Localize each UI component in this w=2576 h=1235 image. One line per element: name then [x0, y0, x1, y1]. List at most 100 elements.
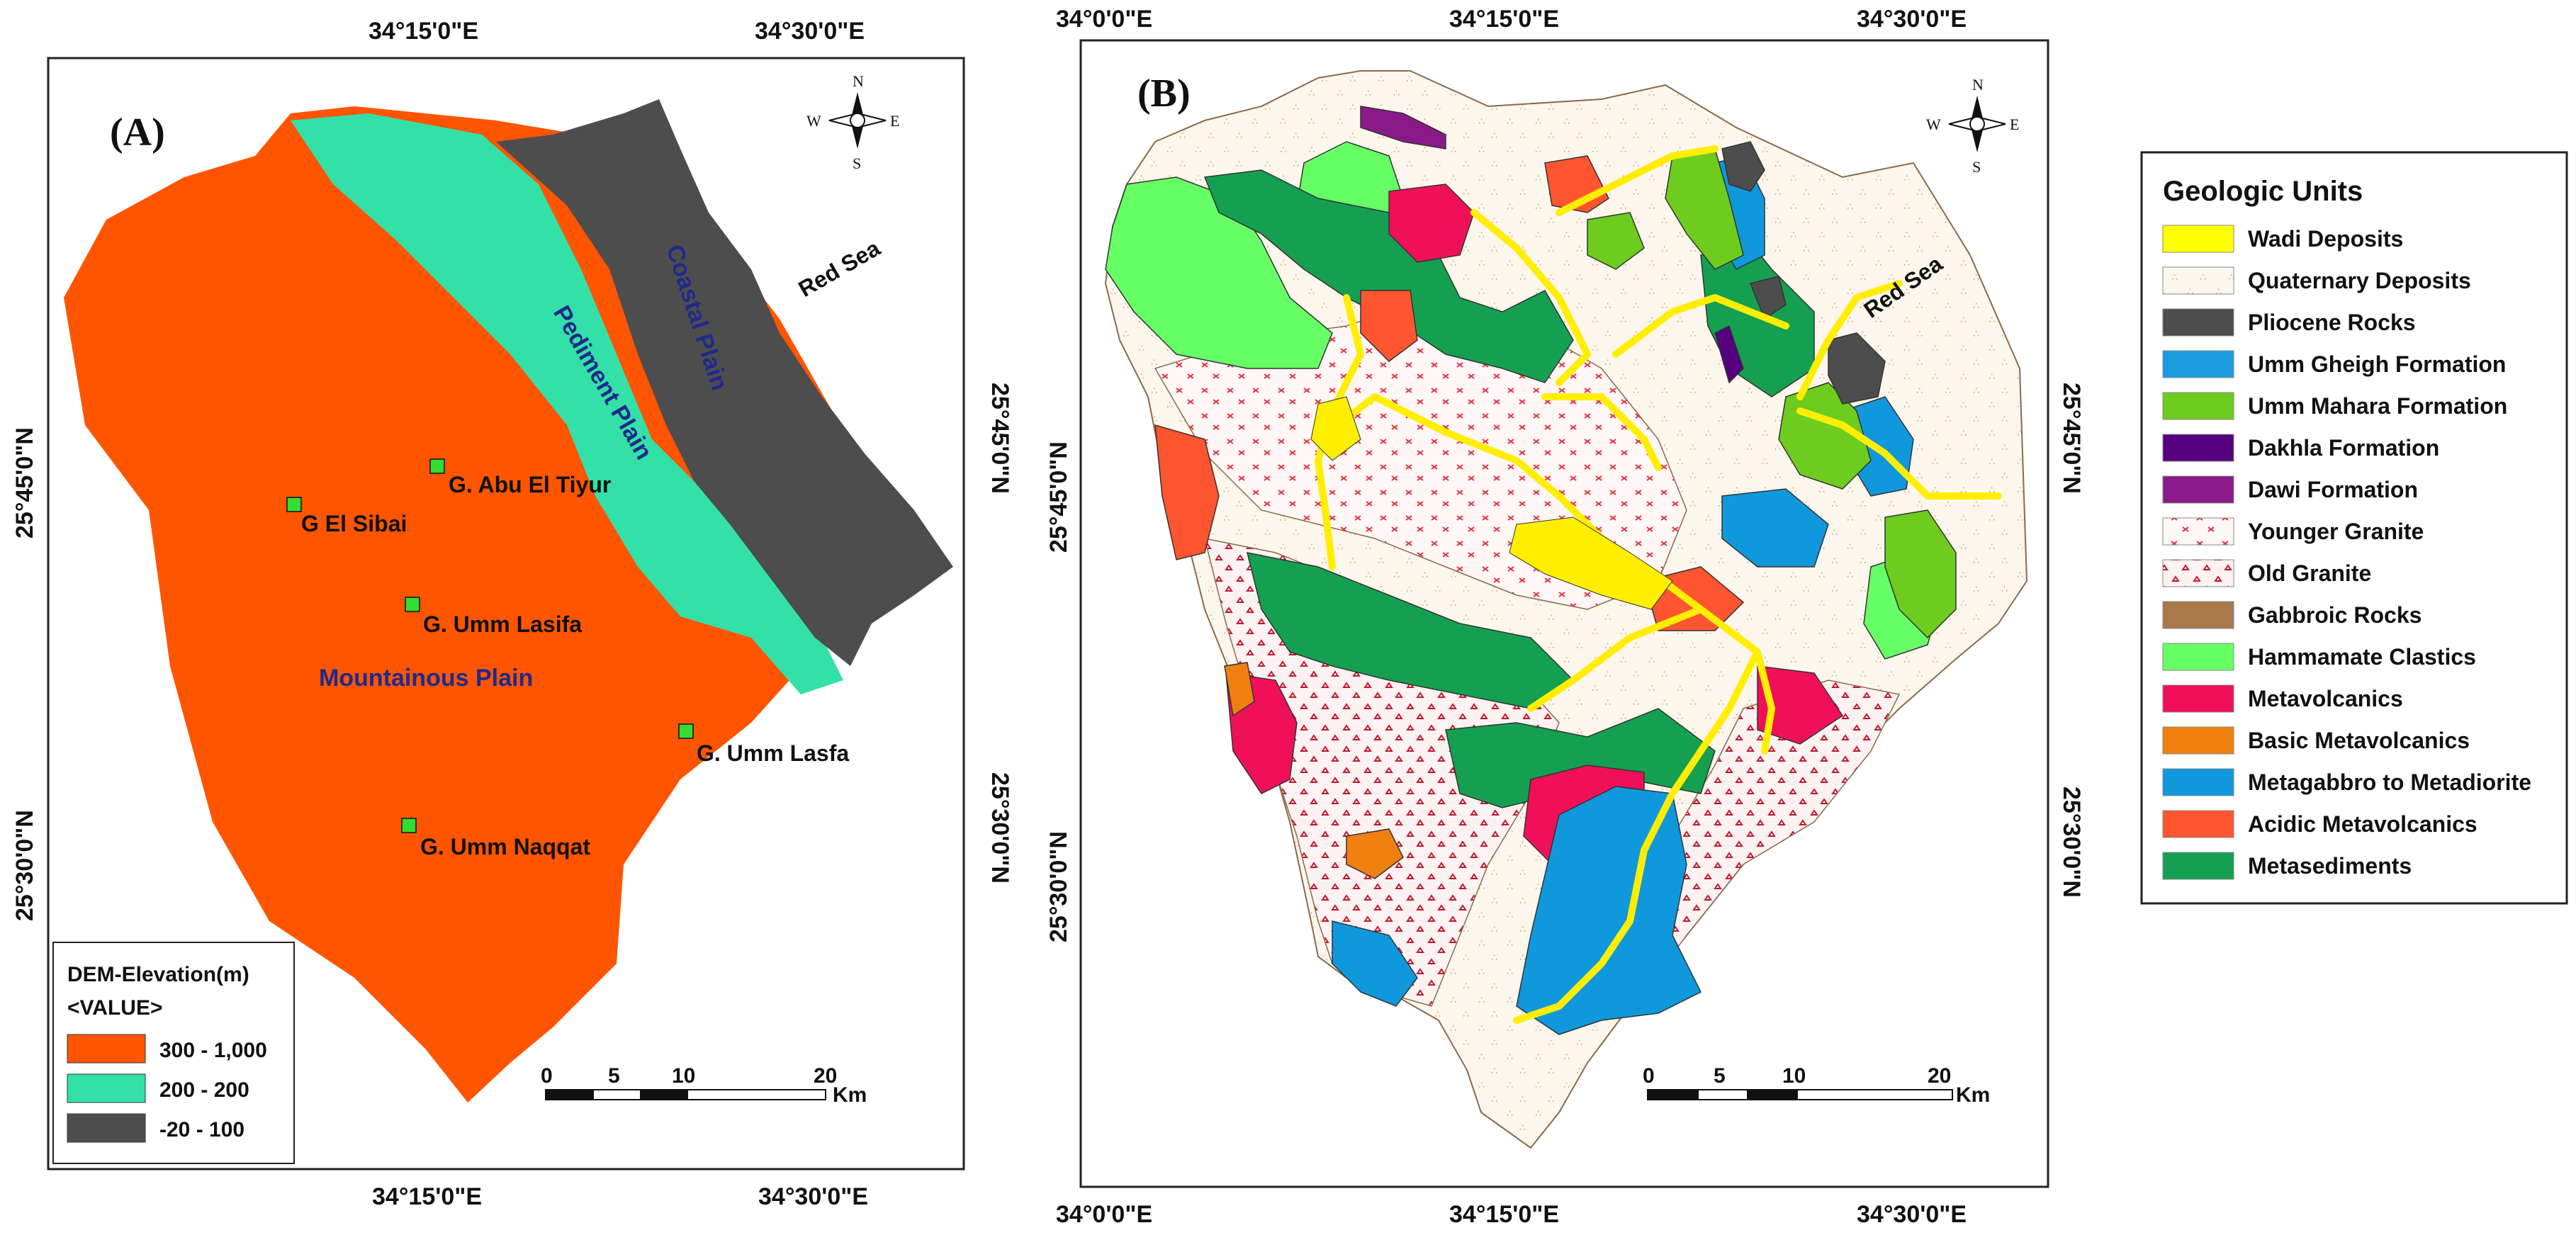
legend-swatch: [2162, 684, 2234, 713]
legend-label: Old Granite: [2248, 560, 2371, 586]
site-marker: [405, 597, 420, 612]
legend-label: Acidic Metavolcanics: [2248, 811, 2477, 837]
legend-swatch: [2162, 308, 2234, 337]
scale-unit: Km: [833, 1083, 867, 1107]
compass-n: N: [1972, 76, 1984, 94]
panel-b-label: (B): [1137, 72, 1191, 115]
legend-swatch: [2162, 475, 2234, 504]
site-label: G. Umm Naqqat: [420, 834, 590, 859]
unit-umm-mahara-3: [1884, 509, 1957, 639]
unit-metagabbro-2: [1332, 920, 1418, 1007]
legend-label: Metagabbro to Metadiorite: [2248, 769, 2531, 795]
scale-tick: 10: [1782, 1064, 1806, 1088]
legend-label: Umm Mahara Formation: [2248, 393, 2507, 419]
unit-metavolcanics: [1388, 184, 1475, 263]
dem-low-area: [496, 99, 953, 666]
legend-label: Younger Granite: [2248, 519, 2424, 544]
scale-bar-a: 0 5 10 20 Km: [541, 1064, 867, 1107]
unit-umm-mahara: [1665, 148, 1744, 270]
unit-metasediments-3: [1445, 708, 1716, 808]
tick-left: 25°45'0"N: [11, 427, 38, 538]
tick-top: 34°15'0"E: [1449, 6, 1559, 33]
compass-s: S: [853, 154, 861, 172]
dem-swatch-high: [67, 1034, 146, 1064]
site-marker: [401, 818, 417, 833]
unit-pliocene: [1721, 141, 1765, 192]
tick-right: 25°30'0"N: [2058, 786, 2085, 898]
unit-old-granite-se: [1629, 679, 1901, 993]
wadi-central-fill: [1509, 517, 1673, 610]
compass-w: W: [1926, 115, 1941, 133]
site-label: G. Abu El Tiyur: [449, 472, 611, 497]
tick-bottom: 34°30'0"E: [758, 1183, 868, 1210]
compass-a: N S E W: [806, 72, 899, 172]
legend-swatch: [2162, 810, 2234, 838]
scale-tick: 5: [608, 1064, 620, 1088]
legend-swatch: [2162, 434, 2234, 462]
compass-n: N: [853, 72, 864, 90]
legend-label: Umm Gheigh Formation: [2248, 351, 2506, 377]
unit-metasediments: [1203, 169, 1574, 383]
unit-metagabbro-5: [1721, 488, 1829, 568]
legend-label: Pliocene Rocks: [2248, 310, 2416, 335]
legend-label: Quaternary Deposits: [2248, 268, 2471, 293]
legend-swatch: [2162, 517, 2234, 546]
legend-label: Wadi Deposits: [2248, 226, 2403, 252]
geologic-legend: Geologic Units Wadi Deposits Quaternary D…: [2140, 151, 2568, 905]
legend-swatch: [2162, 392, 2234, 420]
unit-basic-2: [1346, 828, 1404, 879]
compass-w: W: [806, 112, 821, 130]
legend-swatch: [2162, 350, 2234, 378]
legend-label: Metasediments: [2248, 853, 2412, 879]
tick-top: 34°15'0"E: [369, 18, 478, 45]
unit-acidic: [1154, 424, 1220, 560]
scale-tick: 5: [1714, 1064, 1726, 1088]
tick-left: 25°30'0"N: [1045, 831, 1072, 942]
dem-legend-item: -20 - 100: [159, 1118, 244, 1141]
legend-swatch: [2162, 225, 2234, 253]
scale-unit: Km: [1956, 1083, 1990, 1107]
geologic-legend-items: Wadi Deposits Quaternary Deposits Pliocene…: [2162, 225, 2531, 880]
dem-swatch-mid: [67, 1073, 146, 1103]
tick-bottom: 34°15'0"E: [372, 1183, 482, 1210]
unit-metavolcanics-4: [1757, 665, 1844, 745]
dem-mid-area: [291, 113, 843, 694]
tick-right: 25°45'0"N: [2058, 383, 2085, 494]
scale-tick: 20: [814, 1064, 837, 1088]
site-label: G. Umm Lasfa: [697, 740, 849, 766]
tick-top: 34°30'0"E: [1857, 6, 1967, 33]
legend-label: Hammamate Clastics: [2248, 644, 2476, 670]
compass-b: N S E W: [1926, 76, 2019, 176]
legend-swatch: [2162, 852, 2234, 880]
site-marker: [678, 723, 694, 739]
unit-acidic-2: [1360, 290, 1418, 362]
wadi-network: [1315, 145, 2002, 1024]
dem-swatch-low: [67, 1113, 146, 1143]
site-label: G. Umm Lasifa: [423, 611, 582, 637]
tick-top: 34°0'0"E: [1056, 6, 1152, 33]
scale-tick: 0: [1643, 1064, 1655, 1088]
dem-legend-title: DEM-Elevation(m): [67, 963, 249, 986]
legend-label: Basic Metavolcanics: [2248, 728, 2470, 753]
panel-a: (A) Mountainous Plain Coastal Plain Pedi…: [11, 18, 1013, 1210]
legend-swatch: [2162, 726, 2234, 755]
dem-legend-item: 200 - 200: [159, 1078, 249, 1102]
region-mountainous: Mountainous Plain: [319, 665, 533, 692]
unit-metagabbro: [1516, 786, 1702, 1035]
unit-basic: [1224, 662, 1255, 717]
tick-bottom: 34°30'0"E: [1857, 1201, 1967, 1228]
scale-tick: 0: [541, 1064, 553, 1088]
legend-label: Metavolcanics: [2248, 686, 2403, 711]
scale-bar-b: 0 5 10 20 Km: [1643, 1064, 1990, 1107]
unit-dawi: [1360, 106, 1446, 150]
geologic-legend-title: Geologic Units: [2163, 176, 2363, 207]
legend-swatch: [2162, 768, 2234, 796]
panel-b: Red Sea (B) N S E W 0 5 10 20 Km 34°0'0"…: [1045, 6, 2085, 1228]
panel-a-label: (A): [110, 111, 165, 154]
compass-e: E: [890, 112, 899, 130]
legend-swatch: [2162, 601, 2234, 629]
tick-top: 34°30'0"E: [755, 18, 865, 45]
tick-left: 25°30'0"N: [11, 810, 38, 921]
site-label: G El Sibai: [301, 511, 407, 536]
